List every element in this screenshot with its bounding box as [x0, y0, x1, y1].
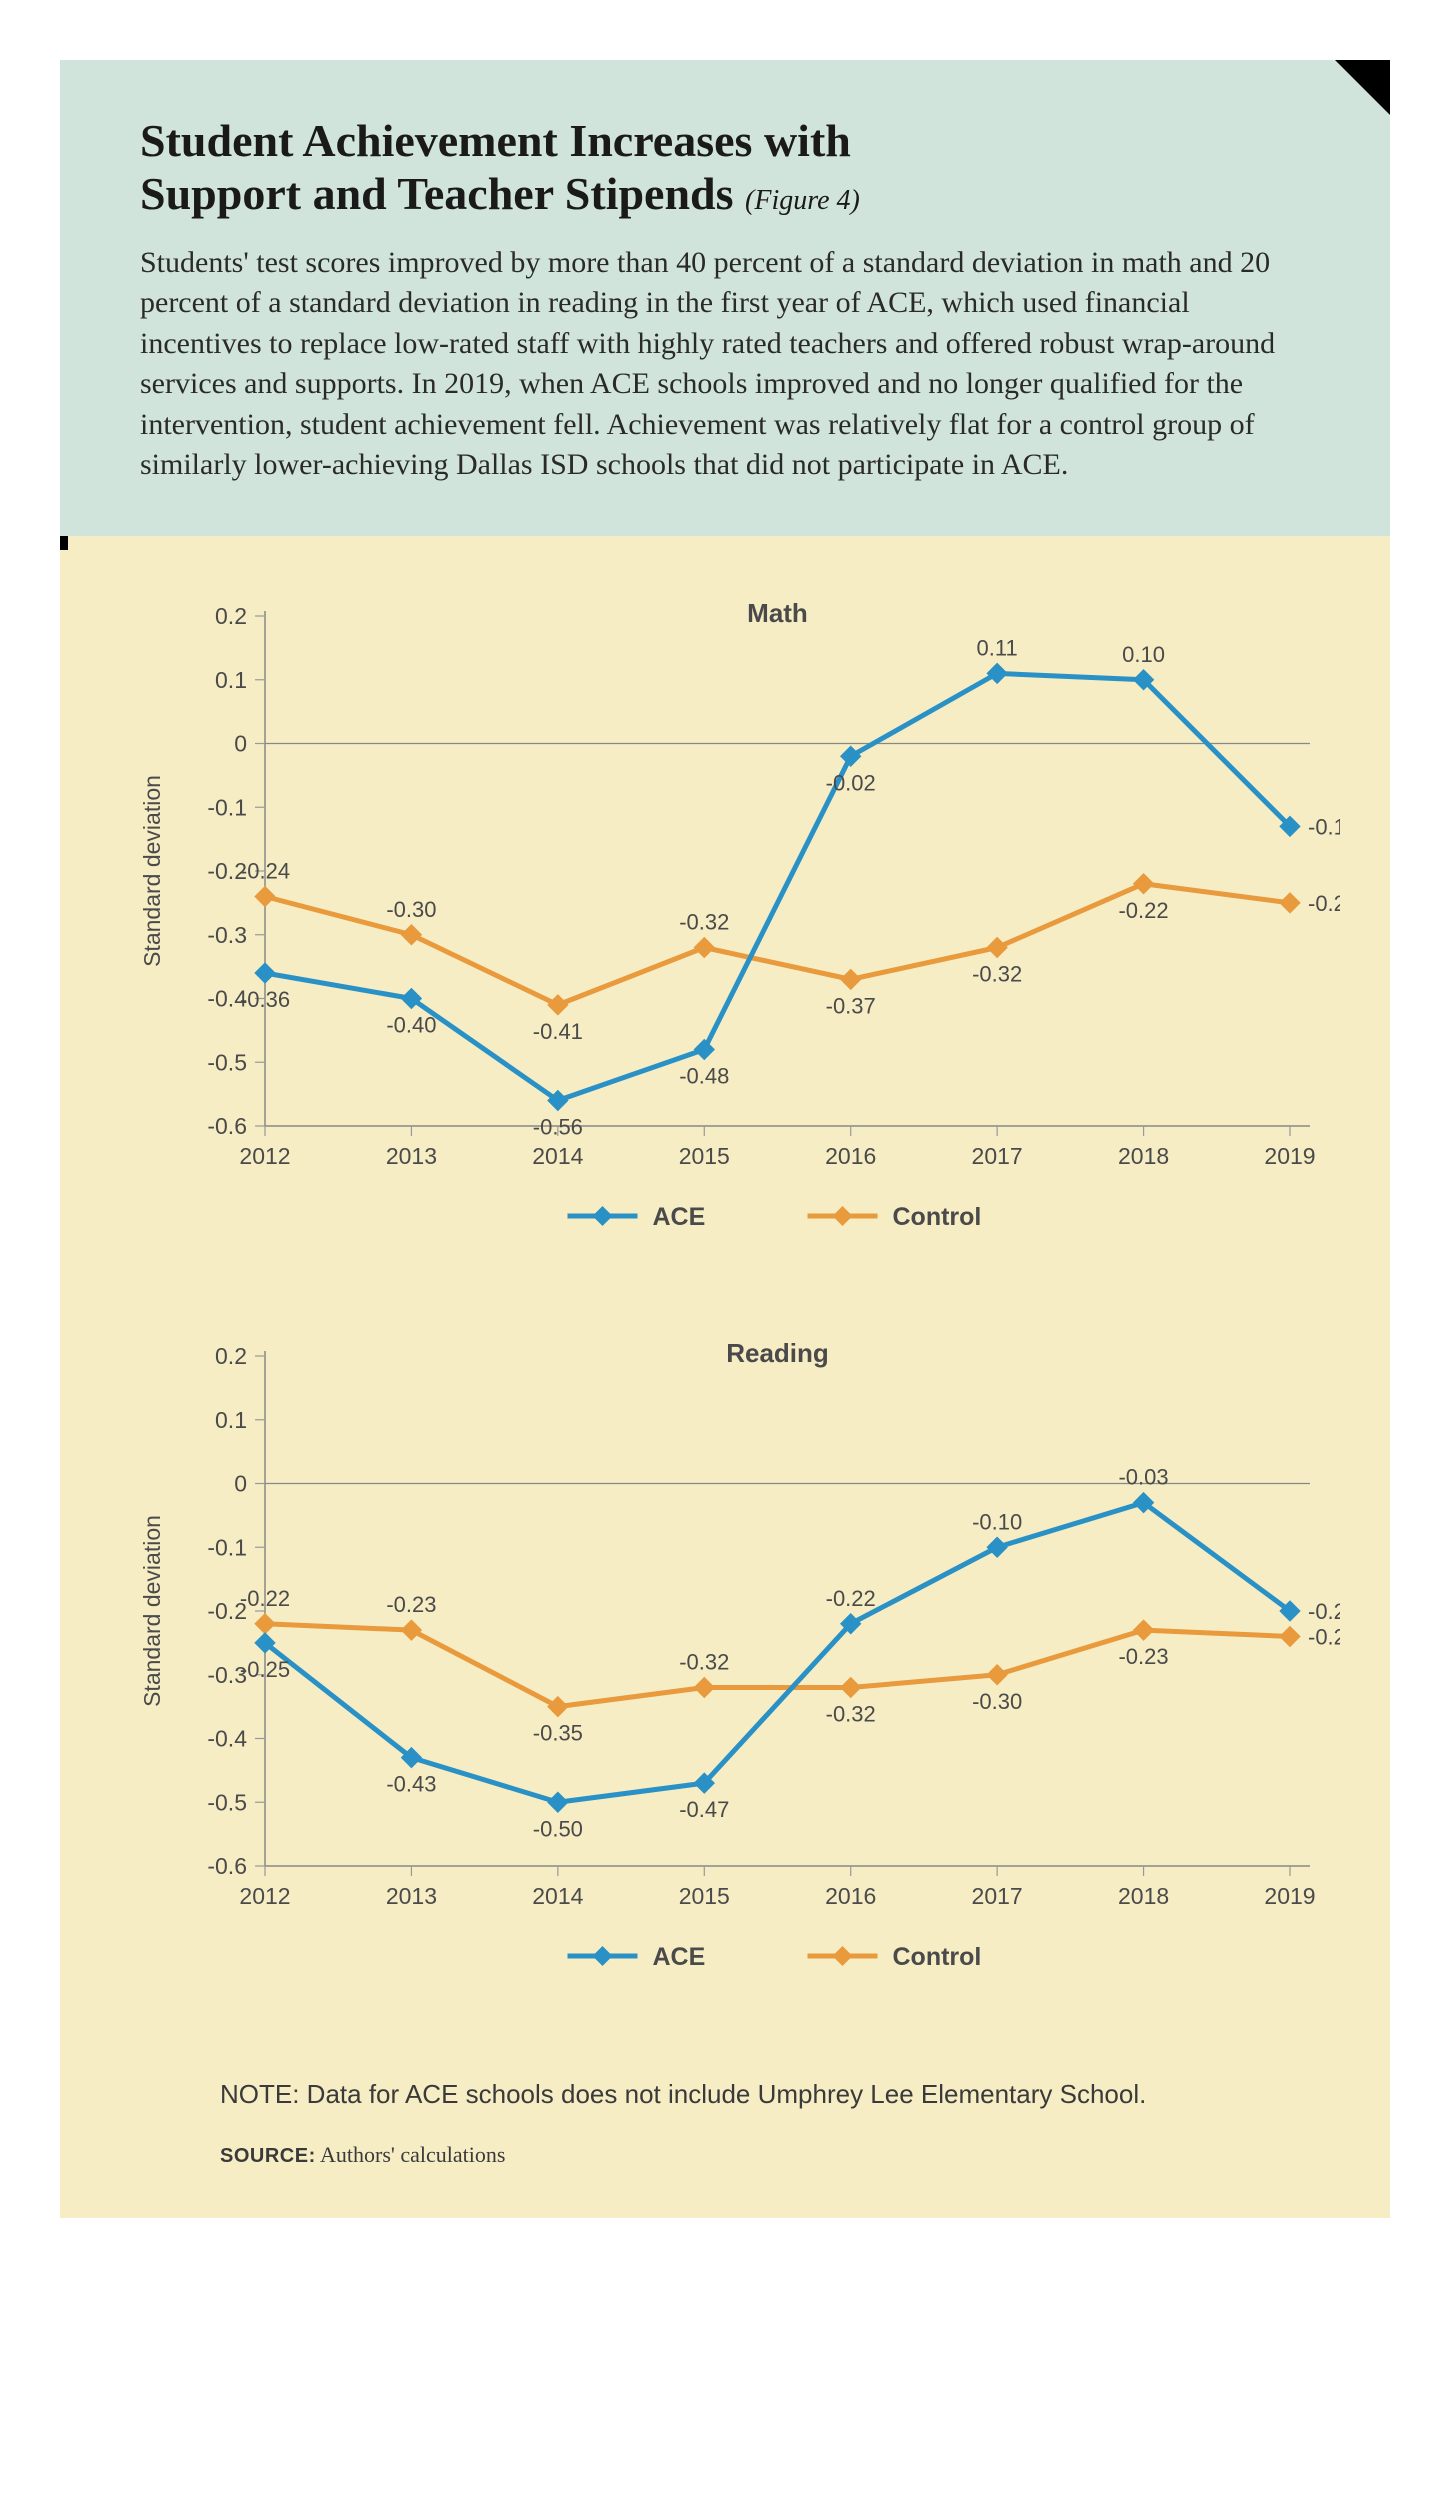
svg-text:2015: 2015: [679, 1883, 730, 1909]
svg-text:-0.4: -0.4: [207, 1725, 247, 1751]
figure-caption: Students' test scores improved by more t…: [140, 243, 1310, 486]
svg-text:0.11: 0.11: [977, 635, 1018, 660]
source-text: Authors' calculations: [316, 2142, 506, 2167]
svg-text:2015: 2015: [679, 1143, 730, 1169]
svg-text:2017: 2017: [972, 1143, 1023, 1169]
svg-text:0.10: 0.10: [1122, 642, 1165, 667]
figure-label: (Figure 4): [745, 185, 860, 216]
svg-text:-0.20: -0.20: [1308, 1599, 1340, 1624]
svg-text:-0.32: -0.32: [972, 961, 1022, 986]
svg-text:-0.03: -0.03: [1118, 1464, 1168, 1489]
reading-chart-wrap: -0.6-0.5-0.4-0.3-0.2-0.100.10.2201220132…: [110, 1326, 1340, 2026]
svg-text:-0.10: -0.10: [972, 1509, 1022, 1534]
svg-text:-0.6: -0.6: [207, 1113, 247, 1139]
source-block: SOURCE: Authors' calculations: [110, 2112, 1340, 2168]
svg-text:-0.56: -0.56: [533, 1114, 583, 1139]
svg-text:-0.50: -0.50: [533, 1816, 583, 1841]
title-line-2: Support and Teacher Stipends: [140, 168, 734, 219]
svg-text:-0.40: -0.40: [386, 1012, 436, 1037]
svg-text:0.2: 0.2: [215, 1343, 247, 1369]
svg-text:-0.24: -0.24: [240, 858, 290, 883]
svg-text:-0.6: -0.6: [207, 1853, 247, 1879]
svg-text:-0.47: -0.47: [679, 1797, 729, 1822]
svg-text:Standard deviation: Standard deviation: [139, 775, 165, 967]
svg-text:-0.22: -0.22: [826, 1586, 876, 1611]
svg-text:-0.43: -0.43: [386, 1771, 436, 1796]
svg-text:2013: 2013: [386, 1883, 437, 1909]
svg-text:2019: 2019: [1264, 1143, 1315, 1169]
charts-block: -0.6-0.5-0.4-0.3-0.2-0.100.10.2201220132…: [60, 536, 1390, 2218]
svg-text:-0.1: -0.1: [207, 794, 247, 820]
svg-text:Control: Control: [893, 1203, 982, 1231]
svg-text:ACE: ACE: [653, 1943, 706, 1971]
svg-text:-0.23: -0.23: [386, 1592, 436, 1617]
svg-text:ACE: ACE: [653, 1203, 706, 1231]
svg-text:-0.36: -0.36: [240, 987, 290, 1012]
figure-container: Student Achievement Increases with Suppo…: [60, 60, 1390, 2218]
svg-text:-0.25: -0.25: [1308, 891, 1340, 916]
svg-text:Reading: Reading: [726, 1338, 829, 1368]
svg-text:0.1: 0.1: [215, 1407, 247, 1433]
corner-mark: [1335, 60, 1390, 115]
svg-text:2014: 2014: [532, 1143, 583, 1169]
svg-text:-0.48: -0.48: [679, 1063, 729, 1088]
svg-text:-0.23: -0.23: [1118, 1644, 1168, 1669]
svg-text:-0.30: -0.30: [972, 1689, 1022, 1714]
svg-text:0: 0: [234, 730, 247, 756]
svg-text:-0.1: -0.1: [207, 1534, 247, 1560]
svg-text:0.2: 0.2: [215, 603, 247, 629]
svg-text:2012: 2012: [239, 1883, 290, 1909]
svg-text:-0.32: -0.32: [679, 1649, 729, 1674]
svg-text:-0.35: -0.35: [533, 1720, 583, 1745]
math-chart-wrap: -0.6-0.5-0.4-0.3-0.2-0.100.10.2201220132…: [110, 586, 1340, 1286]
svg-text:0: 0: [234, 1470, 247, 1496]
svg-text:2018: 2018: [1118, 1883, 1169, 1909]
svg-text:-0.37: -0.37: [826, 993, 876, 1018]
svg-text:-0.5: -0.5: [207, 1049, 247, 1075]
title-line-1: Student Achievement Increases with: [140, 115, 851, 166]
svg-text:-0.30: -0.30: [386, 897, 436, 922]
svg-text:-0.5: -0.5: [207, 1789, 247, 1815]
header-block: Student Achievement Increases with Suppo…: [60, 60, 1390, 536]
svg-text:-0.22: -0.22: [1118, 898, 1168, 923]
svg-text:0.1: 0.1: [215, 667, 247, 693]
svg-text:-0.22: -0.22: [240, 1586, 290, 1611]
reading-chart: -0.6-0.5-0.4-0.3-0.2-0.100.10.2201220132…: [110, 1326, 1340, 2026]
figure-title: Student Achievement Increases with Suppo…: [140, 115, 1310, 221]
svg-text:2012: 2012: [239, 1143, 290, 1169]
svg-text:2019: 2019: [1264, 1883, 1315, 1909]
svg-text:2014: 2014: [532, 1883, 583, 1909]
svg-text:Standard deviation: Standard deviation: [139, 1515, 165, 1707]
svg-text:-0.25: -0.25: [240, 1657, 290, 1682]
svg-text:Math: Math: [747, 598, 808, 628]
svg-text:2016: 2016: [825, 1143, 876, 1169]
source-label: SOURCE:: [220, 2145, 316, 2167]
svg-text:-0.32: -0.32: [826, 1701, 876, 1726]
note-text: NOTE: Data for ACE schools does not incl…: [110, 2066, 1340, 2112]
svg-text:2017: 2017: [972, 1883, 1023, 1909]
svg-text:2018: 2018: [1118, 1143, 1169, 1169]
svg-text:-0.41: -0.41: [533, 1019, 583, 1044]
svg-text:2016: 2016: [825, 1883, 876, 1909]
svg-text:2013: 2013: [386, 1143, 437, 1169]
svg-text:-0.32: -0.32: [679, 909, 729, 934]
svg-text:Control: Control: [893, 1943, 982, 1971]
svg-text:-0.3: -0.3: [207, 922, 247, 948]
svg-text:-0.02: -0.02: [826, 770, 876, 795]
svg-text:-0.13: -0.13: [1308, 814, 1340, 839]
svg-text:-0.24: -0.24: [1308, 1624, 1340, 1649]
math-chart: -0.6-0.5-0.4-0.3-0.2-0.100.10.2201220132…: [110, 586, 1340, 1286]
